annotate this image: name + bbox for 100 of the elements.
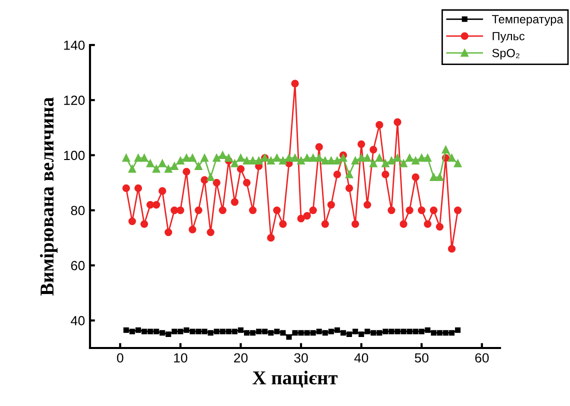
point bbox=[309, 154, 317, 162]
point bbox=[303, 212, 311, 220]
legend-label: SpO₂ bbox=[492, 48, 520, 60]
point bbox=[230, 160, 239, 168]
point bbox=[134, 154, 142, 162]
point bbox=[406, 154, 414, 162]
point bbox=[188, 154, 196, 162]
point bbox=[297, 214, 305, 222]
point bbox=[358, 331, 364, 338]
point bbox=[424, 220, 432, 228]
point bbox=[256, 328, 262, 334]
point bbox=[196, 328, 202, 334]
point bbox=[376, 121, 384, 129]
point bbox=[172, 328, 178, 334]
point bbox=[158, 187, 166, 195]
point bbox=[364, 328, 370, 334]
point bbox=[268, 330, 274, 336]
y-tick-label: 120 bbox=[64, 96, 85, 105]
legend-label: Пульс bbox=[492, 32, 525, 43]
point bbox=[334, 327, 340, 333]
point bbox=[394, 154, 402, 162]
point bbox=[244, 330, 250, 336]
point bbox=[430, 206, 438, 214]
point bbox=[236, 165, 245, 173]
point bbox=[339, 154, 348, 162]
point bbox=[328, 328, 334, 334]
x-tick-label: 40 bbox=[354, 353, 368, 363]
point bbox=[298, 330, 304, 336]
point bbox=[140, 154, 148, 162]
point bbox=[248, 206, 257, 214]
point bbox=[351, 220, 360, 228]
point bbox=[436, 173, 444, 182]
point bbox=[135, 327, 142, 333]
point bbox=[176, 206, 184, 214]
point bbox=[184, 327, 190, 333]
point bbox=[333, 156, 342, 165]
point bbox=[230, 198, 239, 206]
point bbox=[141, 328, 148, 334]
point bbox=[242, 178, 251, 187]
y-tick-label: 80 bbox=[71, 206, 85, 216]
x-tick-label: 0 bbox=[116, 353, 124, 363]
point bbox=[194, 162, 202, 170]
point bbox=[316, 328, 322, 334]
point bbox=[303, 154, 311, 162]
point bbox=[454, 160, 462, 168]
point bbox=[166, 331, 172, 338]
point bbox=[394, 328, 400, 334]
point bbox=[304, 330, 310, 336]
point bbox=[292, 330, 298, 336]
point bbox=[280, 330, 286, 336]
point bbox=[176, 156, 184, 165]
point bbox=[154, 328, 160, 334]
point bbox=[148, 328, 154, 334]
x-tick-label: 50 bbox=[414, 353, 428, 363]
point bbox=[218, 206, 226, 214]
point bbox=[442, 330, 449, 336]
point bbox=[345, 184, 354, 192]
point bbox=[327, 200, 335, 209]
point bbox=[212, 178, 220, 187]
point bbox=[134, 184, 142, 192]
point bbox=[170, 162, 178, 170]
point bbox=[236, 154, 245, 162]
point bbox=[140, 220, 148, 228]
point bbox=[412, 328, 418, 334]
point bbox=[194, 206, 202, 214]
point bbox=[262, 328, 268, 334]
point bbox=[382, 328, 388, 334]
point bbox=[279, 220, 287, 228]
point bbox=[418, 206, 426, 214]
point bbox=[412, 156, 420, 165]
point bbox=[274, 328, 280, 334]
point bbox=[128, 217, 136, 226]
point bbox=[238, 327, 244, 333]
point bbox=[321, 156, 329, 165]
point bbox=[418, 154, 426, 162]
point bbox=[220, 328, 226, 334]
point bbox=[376, 330, 382, 336]
point bbox=[200, 154, 208, 162]
point bbox=[129, 328, 135, 334]
point bbox=[212, 154, 220, 162]
point bbox=[436, 222, 444, 231]
point bbox=[346, 331, 352, 338]
point bbox=[208, 330, 214, 336]
point bbox=[400, 160, 408, 168]
x-axis-title: X пацієнт bbox=[252, 370, 338, 388]
point bbox=[394, 118, 402, 126]
x-tick-label: 10 bbox=[174, 353, 188, 363]
point bbox=[291, 80, 299, 88]
point bbox=[226, 328, 232, 334]
point bbox=[202, 328, 208, 334]
point bbox=[279, 156, 287, 165]
point bbox=[248, 156, 257, 165]
point bbox=[448, 245, 456, 253]
point bbox=[322, 330, 328, 336]
point bbox=[333, 170, 342, 178]
point bbox=[370, 160, 378, 168]
point bbox=[388, 328, 394, 334]
point bbox=[206, 173, 214, 182]
x-tick-label: 30 bbox=[294, 353, 308, 363]
point bbox=[406, 328, 412, 334]
